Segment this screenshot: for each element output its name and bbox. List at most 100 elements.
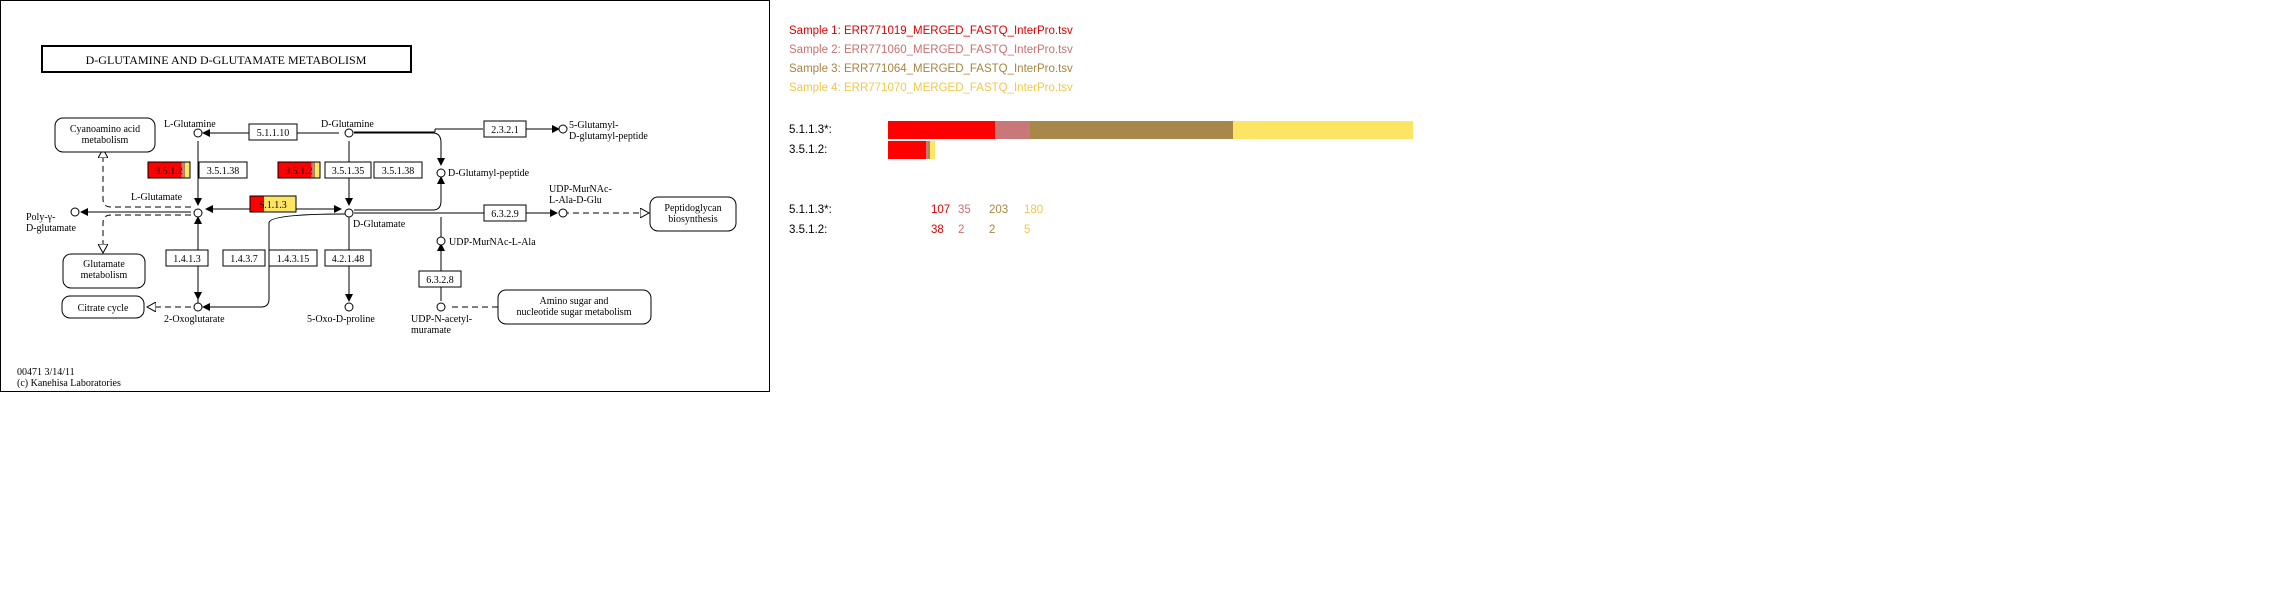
enzyme-highlight-sample-2 xyxy=(311,162,314,178)
enzyme-highlight-sample-2 xyxy=(181,162,184,178)
enzyme-5-1-1-10: 5.1.1.10 xyxy=(257,128,290,139)
count-label-3-5-1-2: 3.5.1.2: xyxy=(789,224,828,236)
pathway-title: D-GLUTAMINE AND D-GLUTAMATE METABOLISM xyxy=(86,53,367,67)
glutamyl-peptide-node xyxy=(558,124,568,134)
enzyme-4-2-1-48: 4.2.1.48 xyxy=(332,254,365,265)
polyglutamate-label-1: Poly-γ- xyxy=(26,212,55,223)
polyglutamate-label-2: D-glutamate xyxy=(26,223,77,234)
count-value-sample-4: 180 xyxy=(1024,204,1044,216)
d-glutamine-label: D-Glutamine xyxy=(321,119,374,130)
udp-acetyl-muramate-node xyxy=(436,302,446,312)
map-peptidoglycan-2: biosynthesis xyxy=(668,214,718,225)
stacked-bar-5-1-1-3 xyxy=(888,121,1413,139)
enzyme-3-5-1-2-mid: 3.5.1.2 xyxy=(277,161,321,179)
stacked-bar-3-5-1-2 xyxy=(888,141,935,159)
oxoproline-label: 5-Oxo-D-proline xyxy=(307,314,375,325)
udp-murnac-ala-label: UDP-MurNAc-L-Ala xyxy=(449,237,536,248)
count-value-sample-2: 2 xyxy=(958,224,965,236)
bar-segment-sample-1 xyxy=(888,141,926,159)
bar-label-5-1-1-3: 5.1.1.3*: xyxy=(789,124,832,136)
pathway-title-box: D-GLUTAMINE AND D-GLUTAMATE METABOLISM xyxy=(41,45,412,73)
compound-nodes xyxy=(70,124,568,312)
udp-murnac-ala-node xyxy=(436,236,446,246)
reaction-lines xyxy=(80,125,560,311)
l-glutamate-node xyxy=(193,208,203,218)
bar-label-3-5-1-2: 3.5.1.2: xyxy=(789,144,828,156)
bar-segment-sample-2 xyxy=(995,121,1030,139)
map-glutamate-2: metabolism xyxy=(81,270,128,281)
enzyme-1-4-3-15: 1.4.3.15 xyxy=(277,254,310,265)
enzyme-highlight-sample-1 xyxy=(250,196,264,212)
svg-text:3.5.1.2: 3.5.1.2 xyxy=(155,166,183,177)
legend-sample-3: Sample 3: ERR771064_MERGED_FASTQ_InterPr… xyxy=(789,63,1073,75)
enzyme-1-4-3-7: 1.4.3.7 xyxy=(230,254,258,265)
udp-acetyl-label-2: muramate xyxy=(411,325,452,336)
udp-murnac-ala-glu-label-2: L-Ala-D-Glu xyxy=(549,195,602,206)
count-value-sample-3: 2 xyxy=(989,224,996,236)
enzyme-highlight-sample-3 xyxy=(183,162,186,178)
l-glutamate-label: L-Glutamate xyxy=(131,192,183,203)
enzyme-highlight-sample-1 xyxy=(148,162,182,178)
l-glutamine-label: L-Glutamine xyxy=(164,119,216,130)
enzyme-2-3-2-1: 2.3.2.1 xyxy=(491,125,519,136)
svg-text:5.1.1.3: 5.1.1.3 xyxy=(259,200,287,211)
enzyme-boxes: 5.1.1.10 2.3.2.1 3.5.1.2 3.5.1.38 3.5.1.… xyxy=(147,120,527,288)
glutamyl-peptide-label-2: D-glutamyl-peptide xyxy=(569,131,648,142)
glutamyl-peptide-label-1: 5-Glutamyl- xyxy=(569,120,618,131)
enzyme-highlight-sample-1 xyxy=(278,162,312,178)
map-glutamate-1: Glutamate xyxy=(83,259,125,270)
map-boxes: Cyanoamino acid metabolism Glutamate met… xyxy=(54,117,737,325)
polyglutamate-node xyxy=(70,207,80,217)
enzyme-3-5-1-38-left: 3.5.1.38 xyxy=(207,166,240,177)
enzyme-3-5-1-38-right: 3.5.1.38 xyxy=(382,166,415,177)
count-label-5-1-1-3: 5.1.1.3*: xyxy=(789,204,832,216)
d-glutamate-label: D-Glutamate xyxy=(353,219,406,230)
enzyme-3-5-1-2-left: 3.5.1.2 xyxy=(147,161,191,179)
sample-legend: Sample 1: ERR771019_MERGED_FASTQ_InterPr… xyxy=(789,22,1073,98)
enzyme-1-4-1-3: 1.4.1.3 xyxy=(173,254,201,265)
d-glutamyl-peptide-node xyxy=(436,168,446,178)
oxoproline-node xyxy=(344,302,354,312)
legend-sample-2: Sample 2: ERR771060_MERGED_FASTQ_InterPr… xyxy=(789,44,1073,56)
enzyme-highlight-sample-3 xyxy=(313,162,316,178)
enzyme-highlight-sample-4 xyxy=(185,162,190,178)
enzyme-6-3-2-8: 6.3.2.8 xyxy=(426,275,454,286)
d-glutamate-node xyxy=(344,208,354,218)
map-amino-sugar-2: nucleotide sugar metabolism xyxy=(517,307,632,318)
count-value-sample-4: 5 xyxy=(1024,224,1031,236)
bar-segment-sample-3 xyxy=(1030,121,1233,139)
footer-version: 00471 3/14/11 xyxy=(17,367,75,378)
udp-acetyl-label-1: UDP-N-acetyl- xyxy=(411,314,472,325)
l-glutamine-node xyxy=(193,128,203,138)
legend-sample-4: Sample 4: ERR771070_MERGED_FASTQ_InterPr… xyxy=(789,82,1073,94)
enzyme-5-1-1-3: 5.1.1.3 xyxy=(249,195,297,213)
bar-segment-sample-3 xyxy=(928,141,930,159)
map-amino-sugar-1: Amino sugar and xyxy=(540,296,609,307)
footer-copyright: (c) Kanehisa Laboratories xyxy=(17,378,121,389)
count-value-sample-1: 107 xyxy=(931,204,951,216)
oxoglutarate-node xyxy=(193,302,203,312)
map-links xyxy=(103,149,649,307)
count-value-sample-3: 203 xyxy=(989,204,1009,216)
d-glutamyl-peptide-label: D-Glutamyl-peptide xyxy=(448,168,530,179)
map-cyanoamino-2: metabolism xyxy=(82,135,129,146)
pathway-diagram: D-GLUTAMINE AND D-GLUTAMATE METABOLISM xyxy=(17,45,737,389)
enzyme-6-3-2-9: 6.3.2.9 xyxy=(491,209,519,220)
enzyme-3-5-1-35: 3.5.1.35 xyxy=(332,166,365,177)
legend-sample-1: Sample 1: ERR771019_MERGED_FASTQ_InterPr… xyxy=(789,25,1073,37)
svg-text:3.5.1.2: 3.5.1.2 xyxy=(285,166,313,177)
enzyme-highlight-sample-4 xyxy=(264,196,296,212)
map-peptidoglycan-1: Peptidoglycan xyxy=(664,203,721,214)
bar-segment-sample-4 xyxy=(1233,121,1413,139)
pathway-map: D-GLUTAMINE AND D-GLUTAMATE METABOLISM xyxy=(0,0,770,392)
count-value-sample-2: 35 xyxy=(958,204,971,216)
udp-murnac-ala-glu-node xyxy=(558,208,568,218)
count-value-sample-1: 38 xyxy=(931,224,944,236)
bar-segment-sample-1 xyxy=(888,121,995,139)
map-citrate: Citrate cycle xyxy=(78,303,129,314)
d-glutamine-node xyxy=(344,128,354,138)
bar-segment-sample-4 xyxy=(930,141,935,159)
oxoglutarate-label: 2-Oxoglutarate xyxy=(164,314,225,325)
bar-segment-sample-2 xyxy=(926,141,928,159)
enzyme-highlight-sample-4 xyxy=(315,162,320,178)
